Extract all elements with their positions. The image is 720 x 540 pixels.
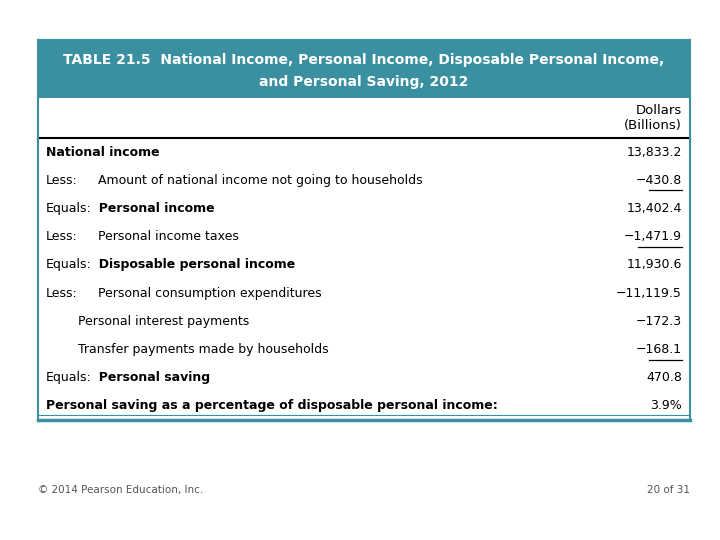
Text: Amount of national income not going to households: Amount of national income not going to h… bbox=[90, 174, 423, 187]
Text: Disposable personal income: Disposable personal income bbox=[90, 259, 295, 272]
Text: Personal consumption expenditures: Personal consumption expenditures bbox=[90, 287, 322, 300]
Text: −168.1: −168.1 bbox=[636, 343, 682, 356]
Text: Equals:: Equals: bbox=[46, 371, 91, 384]
Text: TABLE 21.5  National Income, Personal Income, Disposable Personal Income,: TABLE 21.5 National Income, Personal Inc… bbox=[63, 53, 665, 68]
Text: −172.3: −172.3 bbox=[636, 315, 682, 328]
Text: 3.9%: 3.9% bbox=[650, 400, 682, 413]
Text: Personal saving as a percentage of disposable personal income:: Personal saving as a percentage of dispo… bbox=[46, 400, 498, 413]
Text: Less:: Less: bbox=[46, 230, 78, 243]
Text: Less:: Less: bbox=[46, 287, 78, 300]
Text: © 2014 Pearson Education, Inc.: © 2014 Pearson Education, Inc. bbox=[38, 485, 203, 495]
Text: and Personal Saving, 2012: and Personal Saving, 2012 bbox=[259, 75, 469, 89]
Text: Equals:: Equals: bbox=[46, 259, 91, 272]
Text: 13,402.4: 13,402.4 bbox=[626, 202, 682, 215]
Text: −1,471.9: −1,471.9 bbox=[624, 230, 682, 243]
Text: Less:: Less: bbox=[46, 174, 78, 187]
Text: −430.8: −430.8 bbox=[636, 174, 682, 187]
Text: 470.8: 470.8 bbox=[646, 371, 682, 384]
Text: Personal interest payments: Personal interest payments bbox=[46, 315, 249, 328]
Text: Personal income taxes: Personal income taxes bbox=[90, 230, 239, 243]
Text: Personal income: Personal income bbox=[90, 202, 215, 215]
Text: Equals:: Equals: bbox=[46, 202, 91, 215]
Text: Personal saving: Personal saving bbox=[90, 371, 210, 384]
Text: Transfer payments made by households: Transfer payments made by households bbox=[46, 343, 328, 356]
Text: 13,833.2: 13,833.2 bbox=[626, 146, 682, 159]
Bar bbox=[38, 40, 690, 98]
Text: National income: National income bbox=[46, 146, 160, 159]
Text: 20 of 31: 20 of 31 bbox=[647, 485, 690, 495]
Text: −11,119.5: −11,119.5 bbox=[616, 287, 682, 300]
Text: Dollars
(Billions): Dollars (Billions) bbox=[624, 104, 682, 132]
Text: 11,930.6: 11,930.6 bbox=[626, 259, 682, 272]
